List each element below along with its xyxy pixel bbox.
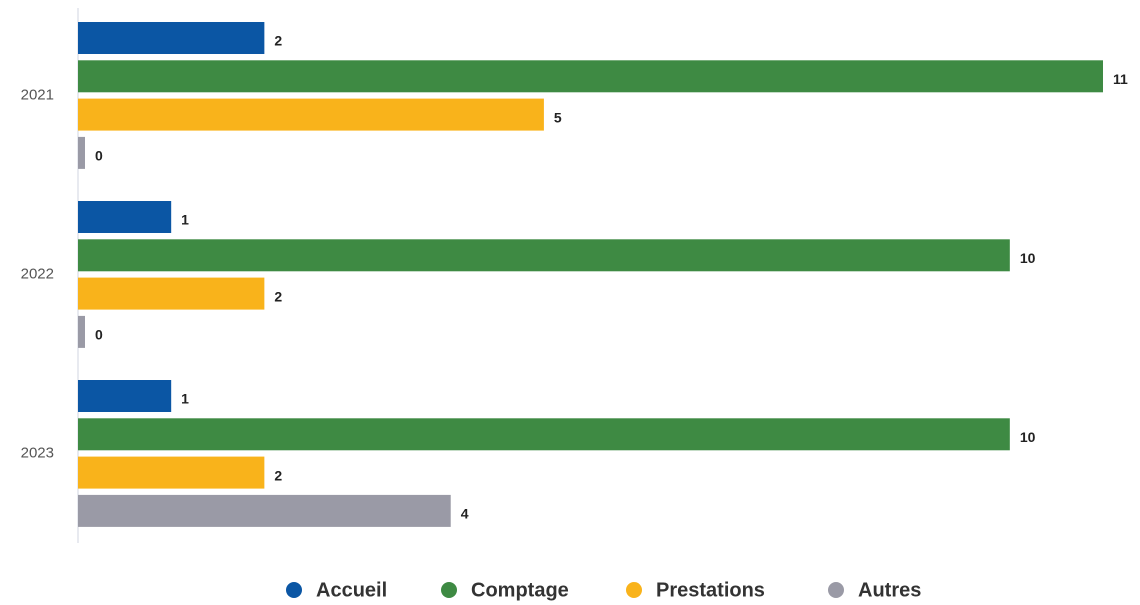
legend-marker (286, 582, 302, 598)
bar (78, 98, 544, 131)
bar (78, 22, 265, 54)
data-label: 1 (181, 212, 189, 228)
legend-label: Prestations (656, 579, 765, 601)
bar (78, 456, 265, 489)
data-label: 10 (1020, 429, 1036, 445)
legend-marker (441, 582, 457, 598)
data-label: 0 (95, 148, 103, 164)
y-tick-label: 2021 (21, 86, 54, 103)
bar (78, 315, 85, 348)
data-label: 10 (1020, 250, 1036, 266)
bar (78, 380, 172, 412)
legend-label: Autres (858, 579, 921, 601)
bar (78, 201, 172, 233)
legend-label: Accueil (316, 579, 387, 601)
data-label: 0 (95, 327, 103, 343)
bar (78, 277, 265, 310)
y-tick-label: 2023 (21, 444, 54, 461)
legend-marker (626, 582, 642, 598)
bar (78, 418, 1010, 451)
bar (78, 239, 1010, 272)
data-label: 4 (461, 506, 469, 522)
legend-marker (828, 582, 844, 598)
data-label: 2 (274, 288, 282, 304)
data-label: 1 (181, 391, 189, 407)
bar (78, 60, 1103, 93)
bar (78, 494, 451, 527)
data-label: 2 (274, 467, 282, 483)
data-label: 11 (1113, 71, 1128, 87)
bar (78, 136, 85, 169)
data-label: 5 (554, 109, 562, 125)
y-tick-label: 2022 (21, 265, 54, 282)
legend-label: Comptage (471, 579, 569, 601)
data-label: 2 (274, 33, 282, 49)
